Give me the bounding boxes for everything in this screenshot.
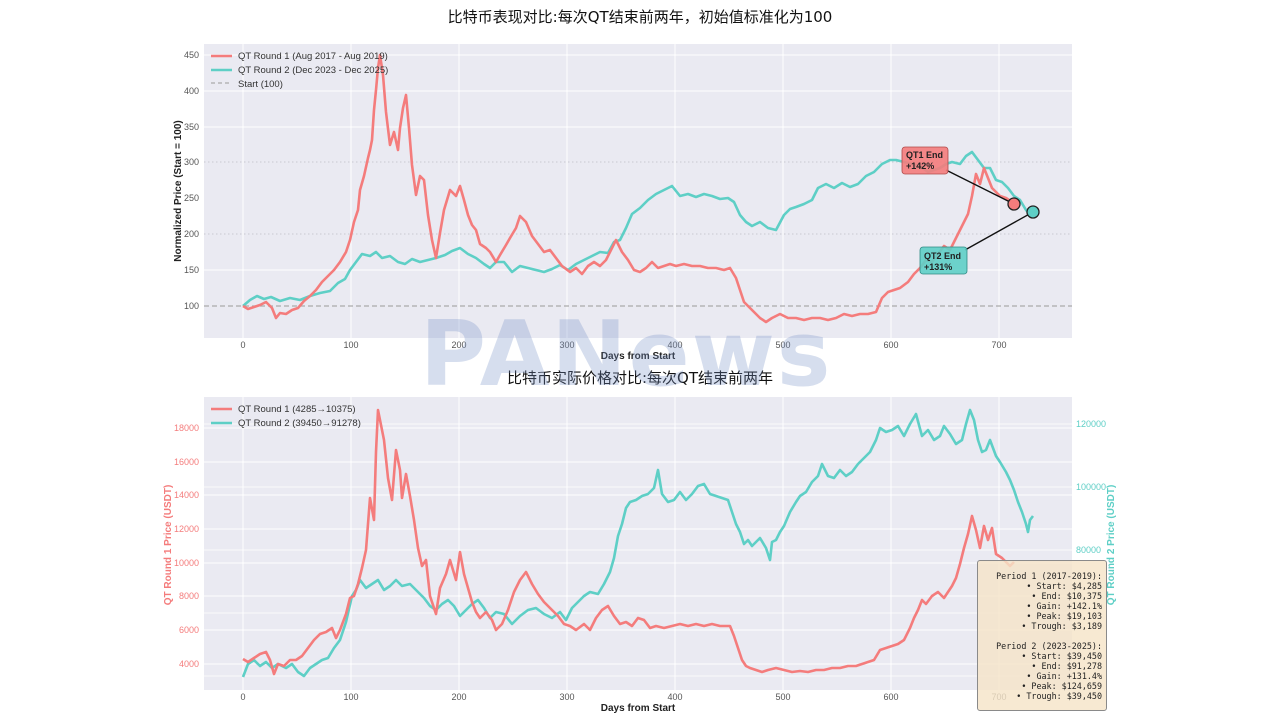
svg-text:200: 200	[451, 340, 466, 350]
svg-text:300: 300	[559, 340, 574, 350]
svg-text:100: 100	[343, 340, 358, 350]
svg-text:QT Round 2 (Dec 2023 - Dec 202: QT Round 2 (Dec 2023 - Dec 2025)	[238, 65, 388, 76]
top-chart: 100 150 200 250 300 350 400 450 0 100 20…	[173, 44, 1072, 362]
svg-text:100000: 100000	[1076, 482, 1106, 492]
svg-text:QT Round 1 (4285→10375): QT Round 1 (4285→10375)	[238, 404, 356, 415]
top-plot-area	[204, 44, 1072, 338]
stats-line: • End: $91,278	[1031, 661, 1102, 671]
svg-text:150: 150	[184, 265, 199, 275]
stats-line: • Gain: +142.1%	[1026, 601, 1102, 611]
stats-line: • Peak: $124,659	[1021, 681, 1102, 691]
svg-text:120000: 120000	[1076, 419, 1106, 429]
svg-text:+131%: +131%	[924, 262, 952, 272]
svg-text:QT1 End: QT1 End	[906, 150, 943, 160]
svg-text:+142%: +142%	[906, 161, 934, 171]
svg-text:6000: 6000	[179, 625, 199, 635]
stats-line: • Trough: $3,189	[1021, 621, 1102, 631]
svg-text:350: 350	[184, 122, 199, 132]
stats-line: Period 1 (2017-2019):	[996, 571, 1102, 581]
svg-text:400: 400	[667, 340, 682, 350]
svg-text:500: 500	[775, 692, 790, 702]
stats-line: • Peak: $19,103	[1026, 611, 1102, 621]
svg-text:QT2 End: QT2 End	[924, 251, 961, 261]
bottom-right-y-ticks: 80000 100000 120000	[1076, 419, 1106, 555]
top-y-ticks: 100 150 200 250 300 350 400 450	[184, 50, 199, 311]
svg-text:16000: 16000	[174, 457, 199, 467]
stats-line: • Start: $4,285	[1026, 581, 1102, 591]
svg-text:18000: 18000	[174, 423, 199, 433]
svg-text:Start (100): Start (100)	[238, 79, 283, 90]
bottom-x-ticks: 0 100 200 300 400 500 600 700	[240, 692, 1006, 702]
top-chart-title: 比特币表现对比:每次QT结束前两年，初始值标准化为100	[447, 8, 833, 26]
qt2-end-marker	[1026, 205, 1040, 219]
svg-text:80000: 80000	[1076, 545, 1101, 555]
svg-text:4000: 4000	[179, 659, 199, 669]
svg-text:10000: 10000	[174, 558, 199, 568]
svg-text:250: 250	[184, 193, 199, 203]
svg-text:200: 200	[451, 692, 466, 702]
qt1-end-label: QT1 End +142%	[901, 146, 949, 175]
stats-line: Period 2 (2023-2025):	[996, 641, 1102, 651]
svg-text:100: 100	[184, 301, 199, 311]
svg-text:14000: 14000	[174, 490, 199, 500]
bottom-left-y-ticks: 4000 6000 8000 10000 12000 14000 16000 1…	[174, 423, 199, 669]
qt2-end-label: QT2 End +131%	[919, 246, 968, 275]
svg-text:600: 600	[883, 692, 898, 702]
svg-text:QT Round 2 (39450→91278): QT Round 2 (39450→91278)	[238, 418, 361, 429]
top-legend: QT Round 1 (Aug 2017 - Aug 2019) QT Roun…	[211, 51, 388, 90]
bottom-chart-title: 比特币实际价格对比:每次QT结束前两年	[506, 369, 774, 387]
svg-text:8000: 8000	[179, 591, 199, 601]
svg-text:450: 450	[184, 50, 199, 60]
svg-text:0: 0	[240, 692, 245, 702]
bottom-series-qt2	[241, 408, 1035, 678]
bottom-right-y-axis-label: QT Round 2 Price (USDT)	[1106, 485, 1117, 606]
top-y-axis-label: Normalized Price (Start = 100)	[173, 120, 184, 261]
top-x-ticks: 0 100 200 300 400 500 600 700	[240, 340, 1006, 350]
svg-text:300: 300	[184, 157, 199, 167]
stats-line: • End: $10,375	[1031, 591, 1102, 601]
svg-text:300: 300	[559, 692, 574, 702]
bottom-series-qt1	[242, 408, 1015, 676]
stats-line: • Trough: $39,450	[1016, 691, 1102, 701]
top-series-qt1	[242, 53, 1015, 324]
bottom-plot-area	[204, 397, 1072, 690]
svg-text:100: 100	[343, 692, 358, 702]
bottom-chart: 4000 6000 8000 10000 12000 14000 16000 1…	[163, 397, 1117, 714]
bottom-grid	[204, 397, 1072, 690]
svg-text:600: 600	[883, 340, 898, 350]
qt1-end-marker	[1007, 197, 1021, 211]
svg-text:QT Round 1 (Aug 2017 - Aug 201: QT Round 1 (Aug 2017 - Aug 2019)	[238, 51, 388, 62]
bottom-left-y-axis-label: QT Round 1 Price (USDT)	[163, 485, 174, 606]
stats-line: • Start: $39,450	[1021, 651, 1102, 661]
svg-text:400: 400	[184, 86, 199, 96]
stats-line: • Gain: +131.4%	[1026, 671, 1102, 681]
svg-text:0: 0	[240, 340, 245, 350]
bottom-legend: QT Round 1 (4285→10375) QT Round 2 (3945…	[211, 404, 361, 429]
svg-text:12000: 12000	[174, 524, 199, 534]
qt1-annotation-arrow	[945, 169, 1015, 205]
qt2-annotation-arrow	[964, 211, 1034, 251]
bottom-x-axis-label: Days from Start	[601, 703, 676, 714]
svg-text:400: 400	[667, 692, 682, 702]
stats-line	[978, 631, 1102, 641]
svg-text:200: 200	[184, 229, 199, 239]
stats-summary-box: Period 1 (2017-2019): • Start: $4,285 • …	[977, 560, 1107, 711]
svg-text:500: 500	[775, 340, 790, 350]
svg-text:700: 700	[991, 340, 1006, 350]
top-x-axis-label: Days from Start	[601, 351, 676, 362]
